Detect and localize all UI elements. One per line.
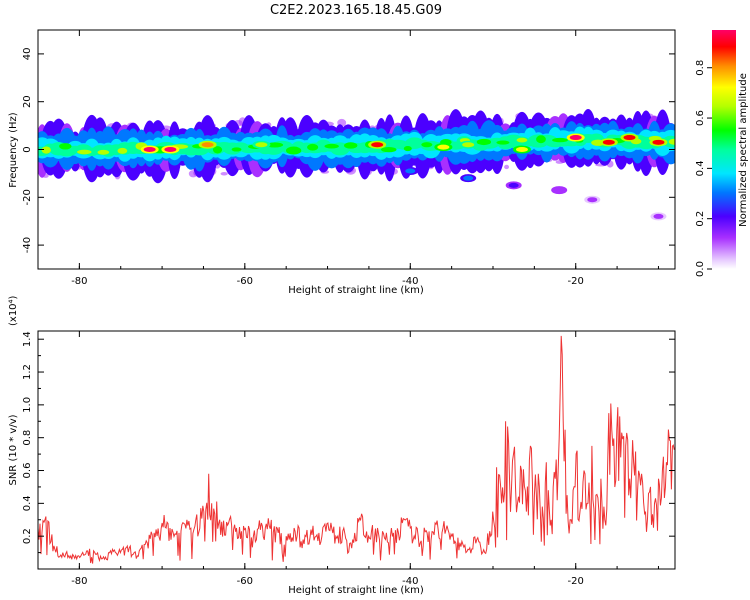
spectrogram-side-blob	[508, 182, 519, 188]
spectrogram-hotspot	[652, 139, 665, 145]
spectrogram-spot	[496, 140, 510, 145]
spectrogram-spot	[403, 145, 412, 152]
figure-title: C2E2.2023.165.18.45.G09	[270, 3, 442, 18]
spectrogram-spot	[266, 142, 284, 148]
spectrogram-xtick-label: -20	[568, 276, 584, 287]
spectrogram-spot	[41, 146, 51, 154]
spectrogram-spot	[516, 137, 528, 143]
snr-ytick-label: 0.4	[22, 495, 33, 511]
spectrogram-chart: -80 -60 -40 -20 -40 -20 0 20 40 Height of straig…	[8, 29, 676, 296]
spectrogram-ytick-label: -40	[22, 237, 33, 253]
spectrogram-spot	[344, 142, 358, 149]
colorbar-tick-label: 0.4	[695, 160, 706, 176]
spectrogram-spot	[59, 143, 72, 150]
spectrogram-spot	[668, 138, 675, 145]
snr-axes: -80 -60 -40 -20 0.2 0.4 0.6 0.8 1.0 1.2 1.4	[22, 331, 675, 587]
spectrogram-hotspot	[201, 142, 214, 148]
snr-frame	[37, 330, 676, 570]
spectrogram-spot	[536, 135, 546, 144]
spectrogram-spot	[324, 143, 339, 149]
snr-xtick-label: -60	[237, 576, 253, 587]
snr-xtick-label: -20	[568, 576, 584, 587]
spectrogram-spot	[97, 149, 110, 155]
snr-series-line	[38, 335, 675, 564]
snr-ytick-label: 1.0	[22, 397, 33, 413]
colorbar: 0.0 0.2 0.4 0.6 0.8 Normalized spectral ampl…	[695, 30, 749, 277]
snr-ytick-label: 0.6	[22, 463, 33, 479]
spectrogram-ytick-label: -20	[22, 189, 33, 205]
spectrogram-hotspot	[371, 142, 384, 148]
spectrogram-side-blob	[463, 175, 474, 181]
colorbar-tick-label: 0.0	[695, 261, 706, 277]
spectrogram-halo-cell	[220, 172, 228, 176]
spectrogram-spot	[380, 146, 397, 153]
colorbar-axes: 0.0 0.2 0.4 0.6 0.8	[695, 60, 712, 277]
spectrogram-spot	[476, 138, 492, 146]
spectrogram-ylabel: Frequency (Hz)	[8, 112, 19, 188]
spectrogram-side-blob	[405, 168, 416, 174]
spectrogram-side-blob	[587, 197, 598, 203]
snr-xtick-label: -40	[402, 576, 418, 587]
spectrogram-hotspot	[623, 135, 636, 141]
spectrogram-hotspot	[437, 144, 450, 150]
spectrogram-xlabel: Height of straight line (km)	[288, 285, 424, 296]
spectrogram-ytick-label: 20	[22, 95, 33, 108]
snr-multiplier-label: (x10⁴)	[8, 295, 19, 326]
spectrogram-ytick-label: 0	[22, 146, 33, 152]
snr-xlabel: Height of straight line (km)	[288, 585, 424, 596]
spectrogram-spot	[231, 147, 242, 152]
spectrogram-hotspot	[569, 135, 582, 141]
spectrogram-hotspot	[462, 142, 475, 148]
spectrogram-spot	[117, 147, 128, 154]
spectrogram-hotspot	[602, 139, 615, 145]
spectrogram-hotspot	[164, 147, 177, 152]
spectrogram-ytick-label: 40	[22, 48, 33, 61]
spectrogram-axes: -80 -60 -40 -20 -40 -20 0 20 40	[22, 30, 675, 287]
spectrogram-halo-cell	[504, 164, 510, 170]
spectrogram-xtick-label: -40	[402, 276, 418, 287]
spectrogram-spot	[212, 146, 223, 154]
spectrogram-hotspot	[143, 147, 156, 152]
spectrogram-spot	[307, 143, 319, 151]
snr-xtick-label: -80	[71, 576, 87, 587]
spectrogram-spot	[421, 142, 433, 148]
spectrogram-side-blob	[653, 213, 664, 219]
spectrogram-marks	[38, 108, 675, 221]
snr-ytick-label: 0.2	[22, 528, 33, 544]
spectrogram-xtick-label: -80	[71, 276, 87, 287]
colorbar-tick-label: 0.6	[695, 110, 706, 126]
spectrogram-hotspot	[515, 147, 528, 152]
spectrogram-side-blob	[554, 187, 565, 193]
snr-ytick-label: 1.2	[22, 364, 33, 380]
spectrogram-xtick-label: -60	[237, 276, 253, 287]
snr-chart: -80 -60 -40 -20 0.2 0.4 0.6 0.8 1.0 1.2 1.4 Height…	[8, 295, 676, 596]
spectrogram-spot	[285, 146, 302, 155]
colorbar-gradient	[712, 30, 736, 269]
snr-ytick-label: 0.8	[22, 430, 33, 446]
colorbar-tick-label: 0.2	[695, 211, 706, 227]
snr-ytick-label: 1.4	[22, 331, 33, 347]
spectrogram-spot	[552, 137, 568, 143]
spectrogram-spot	[77, 149, 92, 155]
snr-ylabel: SNR (10 * v/v)	[8, 414, 19, 485]
colorbar-tick-label: 0.8	[695, 60, 706, 76]
colorbar-label: Normalized spectral amplitude	[738, 73, 749, 227]
spectrogram-hotspot	[255, 142, 268, 148]
